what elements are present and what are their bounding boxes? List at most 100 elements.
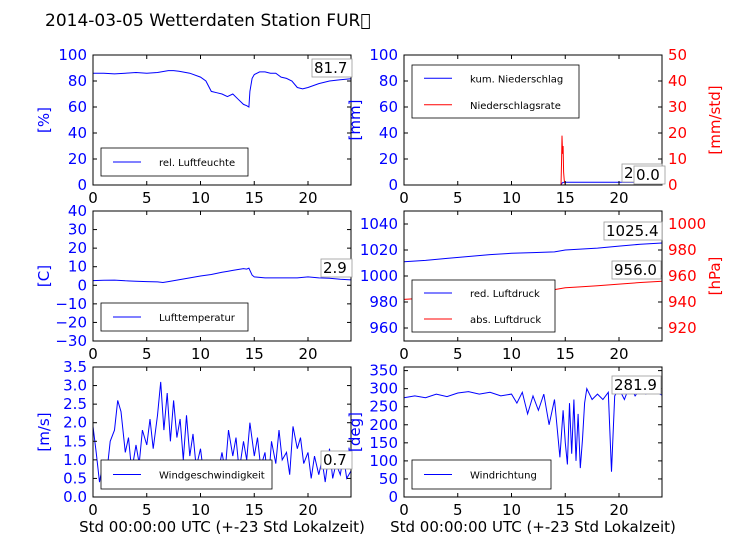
x-tick-label: 20: [298, 345, 317, 363]
y2-tick-label: 980: [668, 241, 697, 259]
y-tick-label: 3.5: [63, 358, 87, 376]
x-tick-label: 5: [453, 189, 463, 207]
chart-windspeed: 0 5 10 15 20 0.00.51.01.52.02.53.03.5 [m/s] Std…: [35, 358, 365, 536]
y-tick-label: 30: [68, 221, 87, 239]
y-tick-label: −20: [55, 313, 87, 331]
y-tick-label: 100: [369, 452, 398, 470]
x-tick-label: 10: [191, 345, 210, 363]
y-tick-label: 0: [77, 276, 87, 294]
figure-title: 2014-03-05 Wetterdaten Station FUR : [45, 11, 371, 31]
legend-label: Lufttemperatur: [159, 313, 236, 324]
y-tick-label: 0: [388, 488, 398, 506]
y-axis-label: [C]: [35, 265, 53, 287]
x-tick-label: 20: [298, 501, 317, 519]
y-tick-label: 80: [379, 72, 398, 90]
value-annotation-box: [611, 375, 662, 395]
x-tick-label: 5: [142, 501, 152, 519]
x-tick-label: 15: [245, 189, 264, 207]
y-tick-label: 20: [68, 239, 87, 257]
legend-label: Niederschlagsrate: [470, 101, 561, 112]
x-tick-label: 20: [609, 345, 628, 363]
x-axis-label: Std 00:00:00 UTC (+-23 Std Lokalzeit): [390, 518, 676, 536]
legend-label: red. Luftdruck: [470, 289, 540, 300]
x-tick-label: 0: [88, 501, 98, 519]
x-tick-label: 0: [88, 189, 98, 207]
y-tick-label: 1040: [360, 215, 398, 233]
y-axis-label: [deg]: [346, 412, 364, 452]
legend-box: [411, 64, 580, 119]
x-tick-label: 10: [502, 189, 521, 207]
x-tick-label: 20: [609, 189, 628, 207]
y-tick-label: 350: [369, 362, 398, 380]
chart-temperature: 0 5 10 15 20−30−20−10010203040[C]Lufttempera…: [35, 202, 353, 363]
y-tick-label: 80: [68, 72, 87, 90]
y-tick-label: 100: [58, 46, 87, 64]
y-tick-label: 0: [388, 176, 398, 194]
legend: Windgeschwindigkeit: [100, 459, 273, 490]
y-tick-label: 3.0: [63, 377, 87, 395]
y-tick-label: 200: [369, 416, 398, 434]
legend-label: Windgeschwindigkeit: [159, 471, 265, 482]
x-tick-label: 10: [502, 501, 521, 519]
value-annotation-box: [633, 165, 666, 185]
y-tick-label: 20: [68, 150, 87, 168]
y-tick-label: 960: [369, 319, 398, 337]
legend-label: Windrichtung: [470, 471, 537, 482]
x-tick-label: 5: [453, 501, 463, 519]
y2-axis-label: [mm/std]: [706, 85, 724, 154]
plot-frame: [92, 366, 352, 498]
y-axis-label: [%]: [35, 107, 53, 133]
y-tick-label: 1.5: [63, 432, 87, 450]
x-tick-label: 5: [142, 345, 152, 363]
value-annotation: 0.7: [323, 451, 347, 469]
y-axis-label: [m/s]: [35, 412, 53, 451]
y-tick-label: 40: [68, 124, 87, 142]
legend-label: rel. Luftfeuchte: [159, 158, 235, 169]
y-tick-label: 150: [369, 434, 398, 452]
y-tick-label: 300: [369, 380, 398, 398]
value-annotation: 1025.4: [606, 222, 659, 240]
value-annotation-box: [320, 258, 353, 278]
y-tick-label: 40: [379, 124, 398, 142]
y-tick-label: 0.0: [63, 488, 87, 506]
x-tick-label: 15: [245, 345, 264, 363]
legend: Lufttemperatur: [100, 302, 249, 332]
series-line-winddir-0: [403, 383, 663, 472]
y-tick-label: −10: [55, 295, 87, 313]
legend: red. Luftdruck abs. Luftdruck: [411, 279, 556, 333]
y-tick-label: 40: [68, 202, 87, 220]
plot-frame: [403, 366, 663, 498]
y2-tick-label: 50: [668, 46, 687, 64]
x-tick-label: 15: [556, 345, 575, 363]
x-tick-label: 15: [245, 501, 264, 519]
plot-frame: [92, 54, 352, 186]
y2-tick-label: 960: [668, 267, 697, 285]
chart-humidity: 0 5 10 15 20 0 20 40 60 80 100 [%] rel. Luftfeuchte 8…: [35, 46, 353, 207]
y-axis-label: [mm]: [346, 100, 364, 141]
legend-box: [411, 279, 556, 333]
x-tick-label: 0: [399, 345, 409, 363]
y2-tick-label: 0: [668, 176, 678, 194]
value-annotation-box: [603, 221, 663, 241]
value-annotation-box: [320, 450, 353, 470]
y-tick-label: 1.0: [63, 451, 87, 469]
x-axis-label: Std 00:00:00 UTC (+-23 Std Lokalzeit): [79, 518, 365, 536]
x-tick-label: 15: [556, 189, 575, 207]
value-annotation: 0.0: [636, 166, 660, 184]
y-tick-label: 60: [379, 98, 398, 116]
x-tick-label: 20: [298, 189, 317, 207]
value-annotation-box: [611, 260, 662, 280]
y2-tick-label: 920: [668, 319, 697, 337]
y-tick-label: 1020: [360, 241, 398, 259]
y-tick-label: 10: [68, 258, 87, 276]
y2-tick-label: 40: [668, 72, 687, 90]
y-tick-label: −30: [55, 332, 87, 350]
series-line-temperature-0: [92, 267, 352, 284]
y-tick-label: 50: [379, 470, 398, 488]
y-tick-label: 60: [68, 98, 87, 116]
y-tick-label: 2.0: [63, 414, 87, 432]
value-annotation: 956.0: [614, 261, 657, 279]
y-tick-label: 980: [369, 293, 398, 311]
x-tick-label: 0: [399, 189, 409, 207]
